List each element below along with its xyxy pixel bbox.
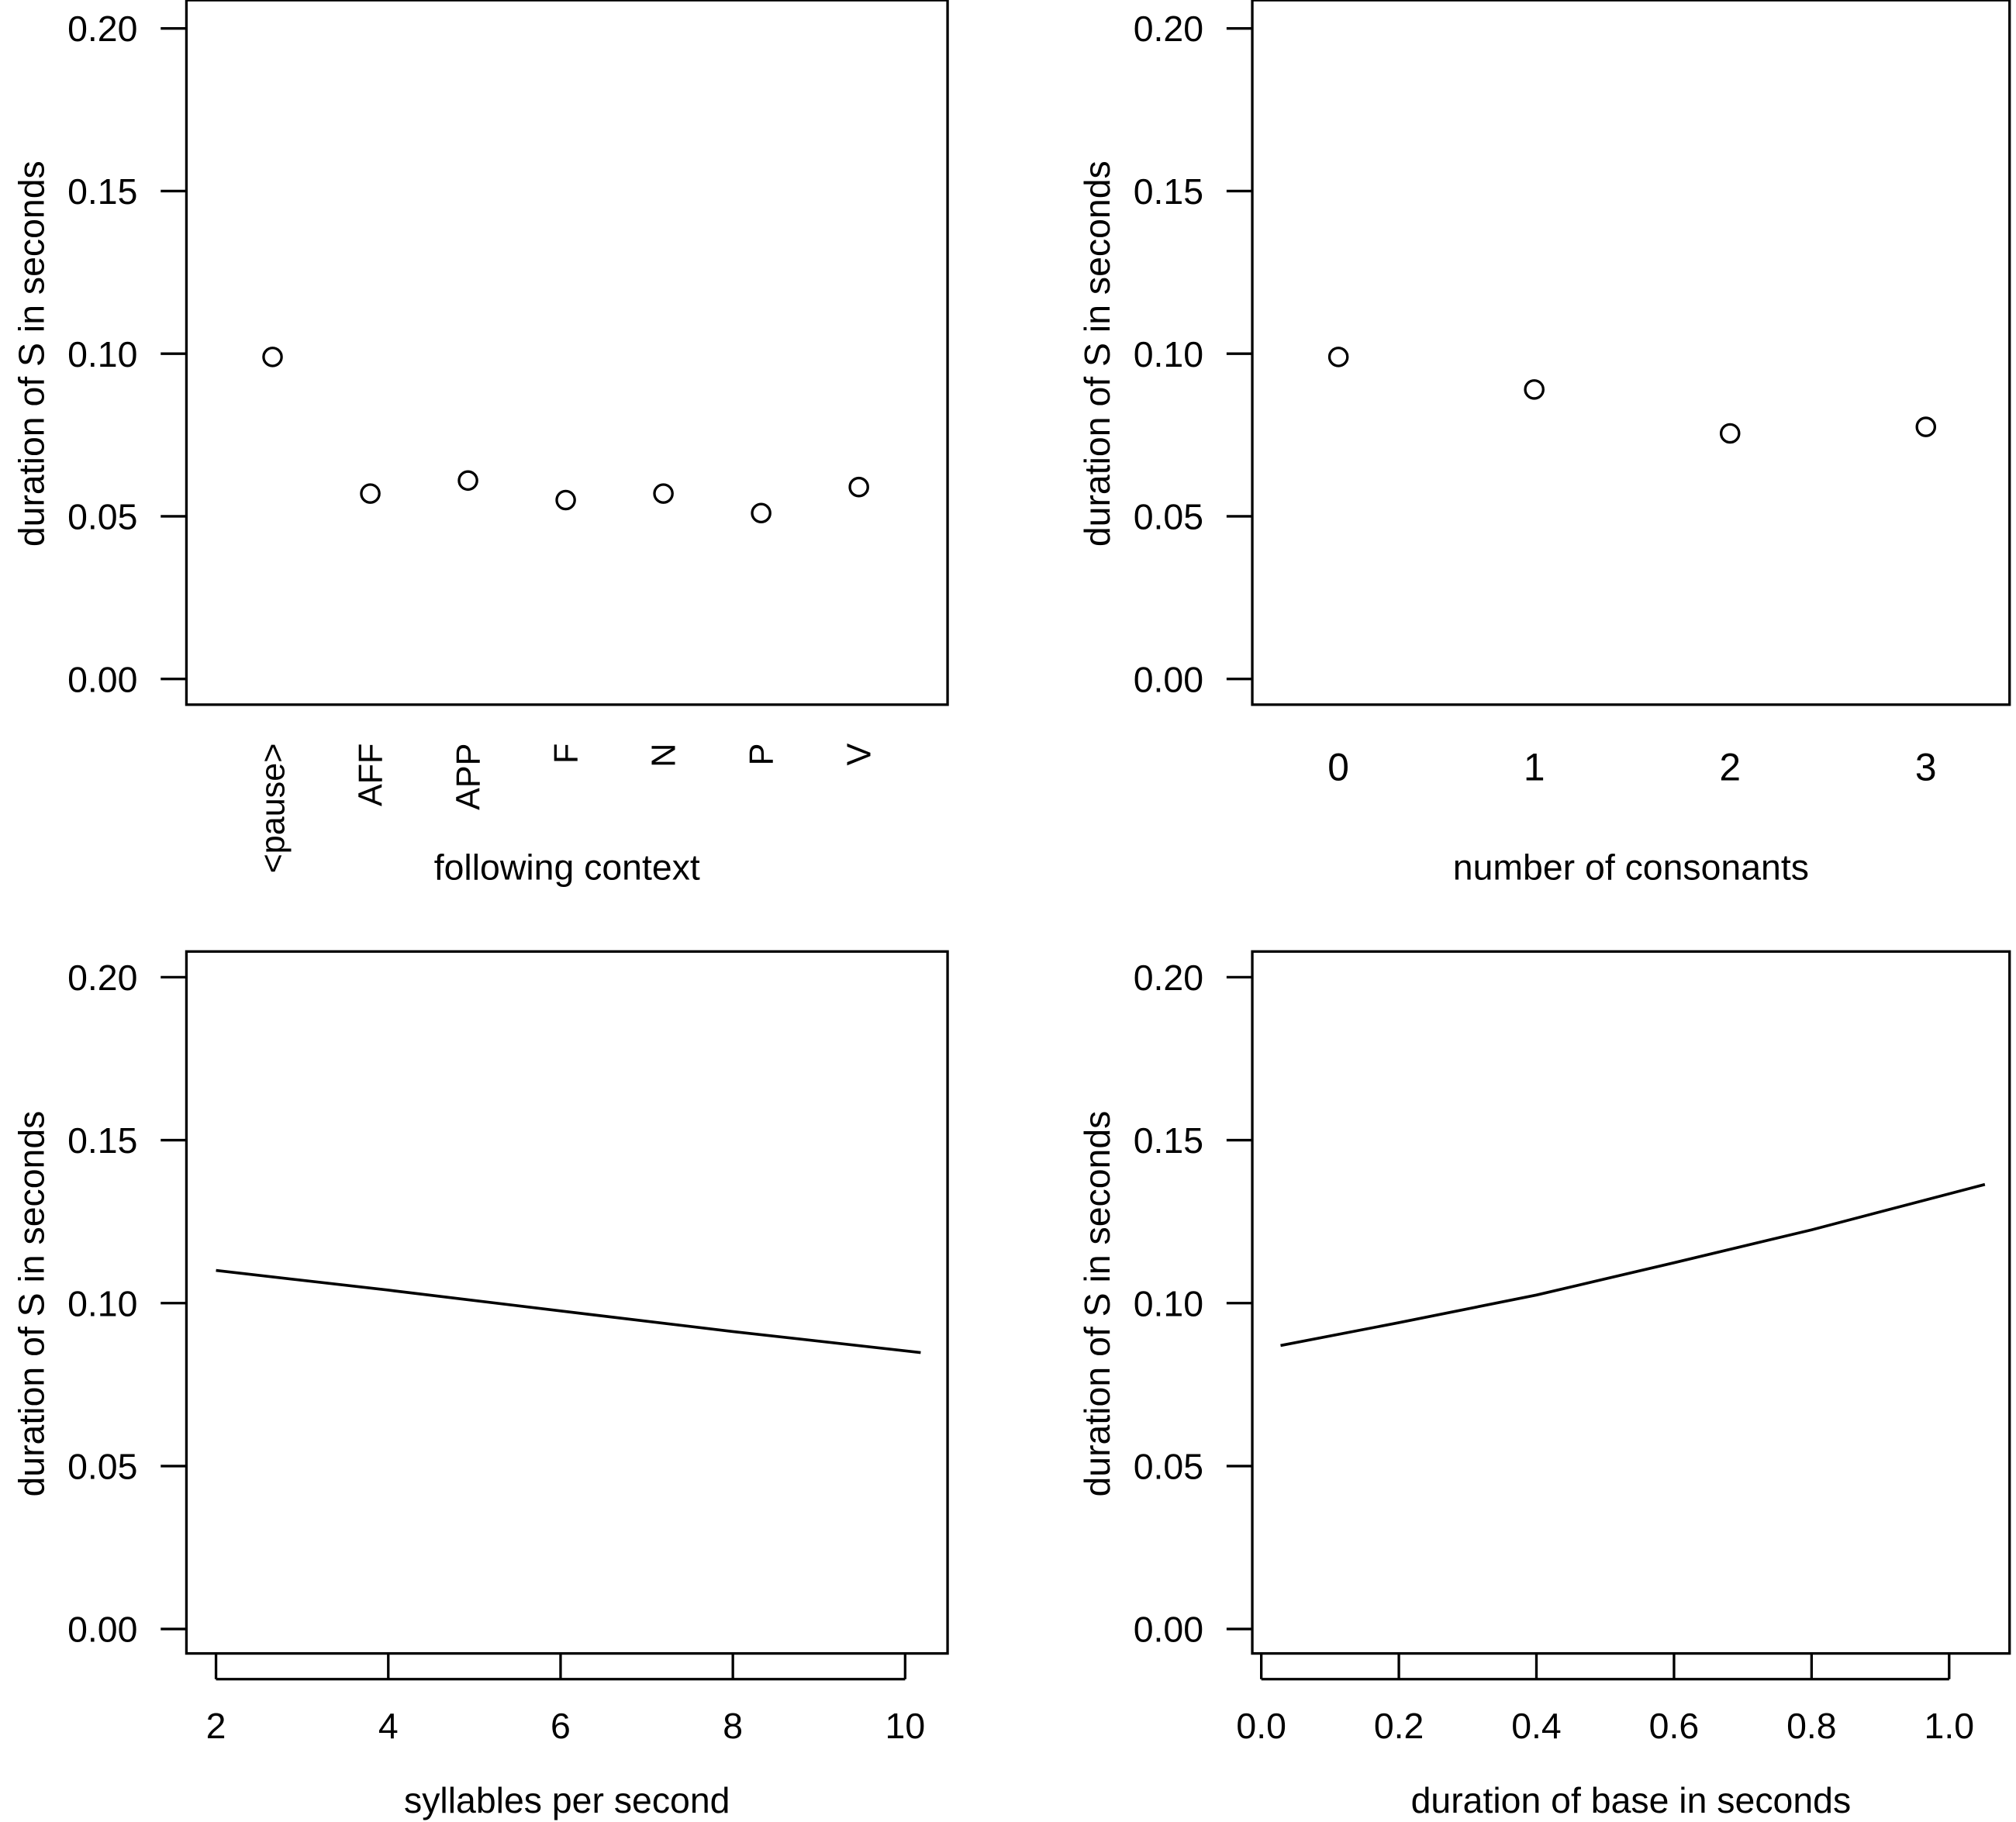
y-tick-label: 0.00: [1134, 659, 1203, 699]
panel-4: 0.00 0.05 0.10 0.15 0.20 duration of S in sec…: [1077, 950, 2011, 1820]
x-axis-label: number of consonants: [1453, 847, 1809, 887]
x-tick-label: APP: [450, 744, 487, 810]
x-axis-label: following context: [434, 847, 700, 887]
x-axis-label: duration of base in seconds: [1411, 1780, 1852, 1820]
x-tick-label: 0.0: [1236, 1706, 1286, 1746]
x-tick-label: 2: [206, 1706, 226, 1746]
x-tick-label: F: [548, 744, 585, 764]
y-tick-label: 0.10: [67, 1283, 137, 1323]
x-tick-label: AFF: [352, 744, 389, 806]
x-tick-label: 4: [378, 1706, 399, 1746]
x-tick-label: 0.8: [1786, 1706, 1837, 1746]
x-tick-label: 0.6: [1649, 1706, 1700, 1746]
series-line: [1280, 1182, 1986, 1348]
y-tick-label: 0.15: [1134, 171, 1203, 212]
y-tick-label: 0.20: [67, 9, 137, 49]
x-tick-label: 10: [885, 1706, 926, 1746]
y-tick-label: 0.05: [67, 497, 137, 537]
x-tick-label: N: [646, 744, 683, 768]
y-axis-label: duration of S in seconds: [11, 160, 51, 547]
panel-1: 0.00 0.05 0.10 0.15 0.20 duration of S in sec…: [11, 0, 949, 887]
y-tick-label: 0.15: [67, 1120, 137, 1161]
x-tick-label: <pause>: [254, 744, 292, 874]
y-axis-label: duration of S in seconds: [11, 1111, 51, 1497]
y-tick-label: 0.05: [1134, 1446, 1203, 1486]
data-point: [457, 470, 478, 492]
plot-frame: [1251, 950, 2011, 1655]
data-point: [360, 483, 381, 504]
x-tick-label: 0.2: [1374, 1706, 1424, 1746]
y-tick-label: 0.00: [1134, 1610, 1203, 1650]
data-point: [848, 476, 869, 498]
y-axis-label: duration of S in seconds: [1077, 160, 1117, 547]
y-tick-label: 0.05: [1134, 497, 1203, 537]
x-tick-label: 8: [723, 1706, 743, 1746]
x-tick-label: V: [841, 743, 879, 765]
data-point: [653, 483, 674, 504]
y-tick-label: 0.20: [1134, 958, 1203, 998]
data-point: [262, 347, 283, 368]
y-tick-label: 0.10: [67, 334, 137, 374]
series-line: [216, 1268, 921, 1354]
x-tick-label: 2: [1719, 746, 1741, 789]
x-tick-label: 0.4: [1511, 1706, 1562, 1746]
data-point: [555, 489, 576, 511]
y-tick-label: 0.15: [1134, 1120, 1203, 1161]
data-point: [1915, 416, 1937, 437]
x-tick-label: 6: [551, 1706, 571, 1746]
x-axis-label: syllables per second: [404, 1780, 730, 1820]
x-tick-label: P: [744, 744, 781, 766]
x-tick-label: 1: [1524, 746, 1545, 789]
plot-frame: [185, 950, 949, 1655]
x-tick-label: 1.0: [1925, 1706, 1975, 1746]
data-point: [1327, 347, 1349, 368]
data-point: [751, 502, 772, 524]
y-tick-label: 0.00: [67, 1610, 137, 1650]
y-tick-label: 0.20: [67, 958, 137, 998]
y-tick-label: 0.10: [1134, 1283, 1203, 1323]
y-tick-label: 0.20: [1134, 9, 1203, 49]
y-tick-label: 0.10: [1134, 334, 1203, 374]
y-tick-label: 0.00: [67, 659, 137, 699]
y-axis-label: duration of S in seconds: [1077, 1111, 1117, 1497]
x-tick-label: 0: [1327, 746, 1349, 789]
data-point: [1719, 423, 1741, 444]
y-tick-label: 0.15: [67, 171, 137, 212]
panel-3: 0.00 0.05 0.10 0.15 0.20 duration of S in sec…: [11, 950, 949, 1820]
plot-frame: [1251, 0, 2011, 706]
y-tick-label: 0.05: [67, 1446, 137, 1486]
plot-frame: [185, 0, 949, 706]
x-tick-label: 3: [1915, 746, 1937, 789]
data-point: [1524, 379, 1545, 400]
panel-2: 0.00 0.05 0.10 0.15 0.20 duration of S in sec…: [1077, 0, 2011, 887]
